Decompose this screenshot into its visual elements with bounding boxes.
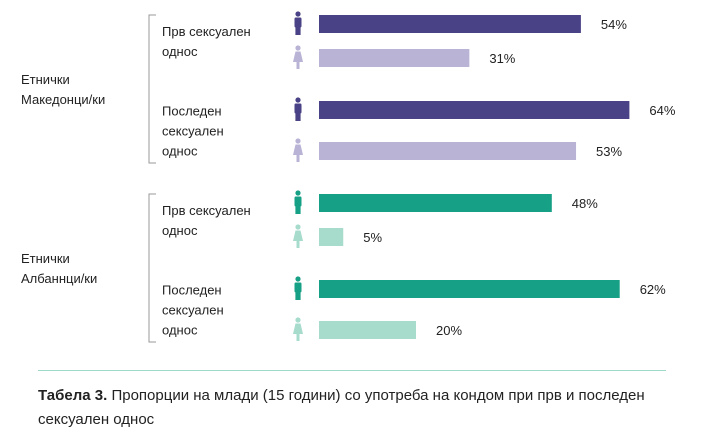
female-icon — [293, 45, 303, 69]
bar — [319, 49, 470, 67]
male-icon — [294, 190, 302, 214]
caption-text: Пропорции на млади (15 години) со употре… — [38, 387, 645, 428]
bar-chart: 54% 31% Прв сексуален однос 64% 53% Последен се… — [21, 11, 676, 343]
subgroup-label: Прв сексуален — [162, 203, 251, 218]
group-label: Етнички — [21, 251, 70, 266]
subgroup-label: сексуален — [162, 124, 224, 139]
caption-divider — [38, 370, 666, 371]
female-icon — [293, 224, 303, 248]
subgroup-label: однос — [162, 144, 198, 159]
subgroup-label: Последен — [162, 283, 222, 298]
group-bracket — [148, 193, 156, 343]
bar — [319, 15, 581, 33]
group-label: Албаннци/ки — [21, 271, 97, 286]
group-label: Македонци/ки — [21, 92, 105, 107]
group-bracket — [148, 14, 156, 164]
bar — [319, 321, 416, 339]
subgroup-label: однос — [162, 44, 198, 59]
bar-value-label: 48% — [572, 196, 598, 211]
subgroup-label: Прв сексуален — [162, 24, 251, 39]
male-icon — [294, 11, 302, 35]
male-icon — [294, 97, 302, 121]
bar — [319, 101, 630, 119]
female-icon — [293, 138, 303, 162]
bar-value-label: 31% — [489, 51, 515, 66]
bar-value-label: 20% — [436, 323, 462, 338]
group-label: Етнички — [21, 72, 70, 87]
bar-value-label: 53% — [596, 144, 622, 159]
bar-value-label: 64% — [649, 103, 675, 118]
female-icon — [293, 317, 303, 341]
bar-value-label: 54% — [601, 17, 627, 32]
bar — [319, 194, 552, 212]
bar — [319, 280, 620, 298]
bar — [319, 228, 344, 246]
subgroup-label: однос — [162, 223, 198, 238]
subgroup-label: сексуален — [162, 303, 224, 318]
bar — [319, 142, 577, 160]
bar-value-label: 5% — [363, 230, 382, 245]
subgroup-label: однос — [162, 323, 198, 338]
bar-value-label: 62% — [640, 282, 666, 297]
caption-label: Табела 3. — [38, 387, 108, 404]
table-caption: Табела 3. Пропорции на млади (15 години)… — [38, 384, 668, 432]
subgroup-label: Последен — [162, 104, 222, 119]
male-icon — [294, 276, 302, 300]
